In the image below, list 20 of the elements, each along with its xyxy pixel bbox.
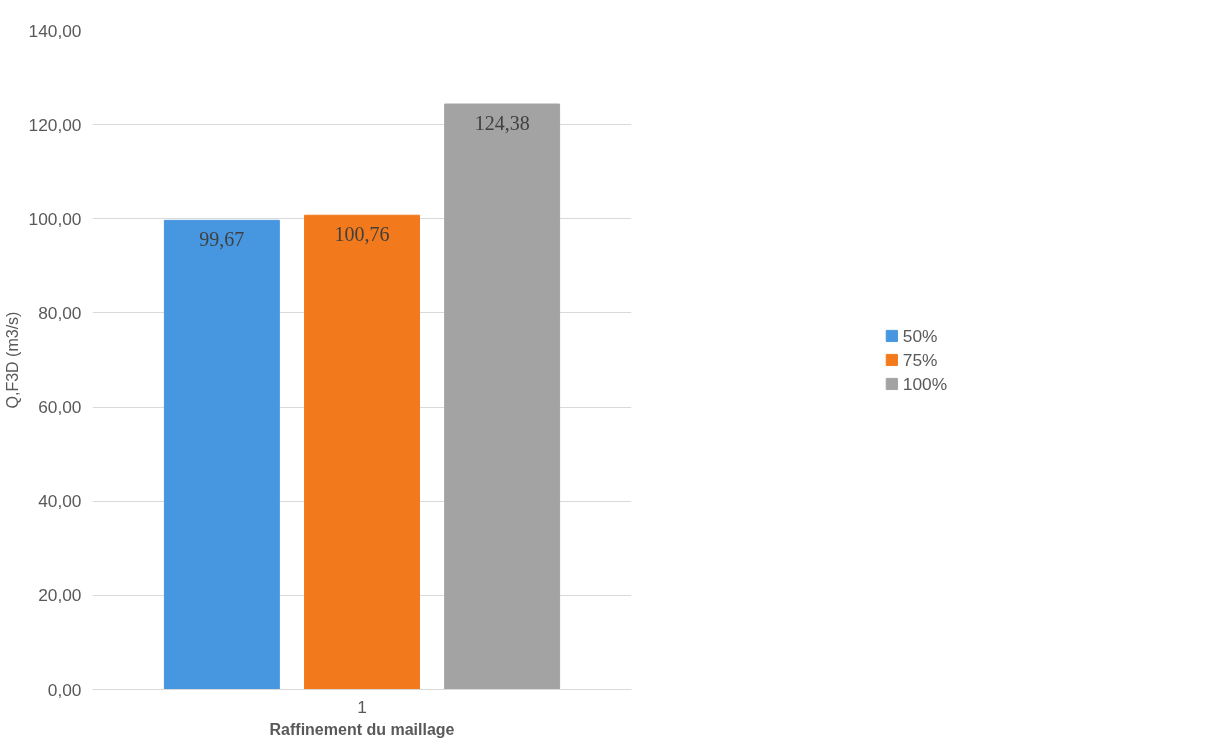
y-tick-label: 0,00	[47, 679, 82, 700]
legend-label: 75%	[902, 349, 938, 370]
bar	[304, 214, 420, 690]
y-tick-label: 120,00	[28, 114, 82, 135]
y-tick-label: 20,00	[38, 585, 82, 606]
x-tick-label: 1	[357, 696, 367, 717]
y-axis-title: Q,F3D (m3/s)	[3, 311, 21, 409]
legend-label: 100%	[902, 373, 948, 394]
data-label: 99,67	[199, 228, 245, 251]
y-tick-label: 80,00	[38, 302, 82, 323]
bar	[163, 219, 280, 690]
x-axis-title: Raffinement du maillage	[269, 720, 455, 738]
bar	[444, 103, 561, 690]
y-tick-label: 40,00	[38, 491, 82, 512]
data-label: 124,38	[474, 112, 530, 135]
y-tick-label: 140,00	[28, 20, 82, 41]
data-label: 100,76	[334, 223, 390, 246]
y-tick-label: 100,00	[28, 208, 82, 229]
legend-label: 50%	[902, 325, 938, 346]
y-tick-label: 60,00	[38, 397, 82, 418]
